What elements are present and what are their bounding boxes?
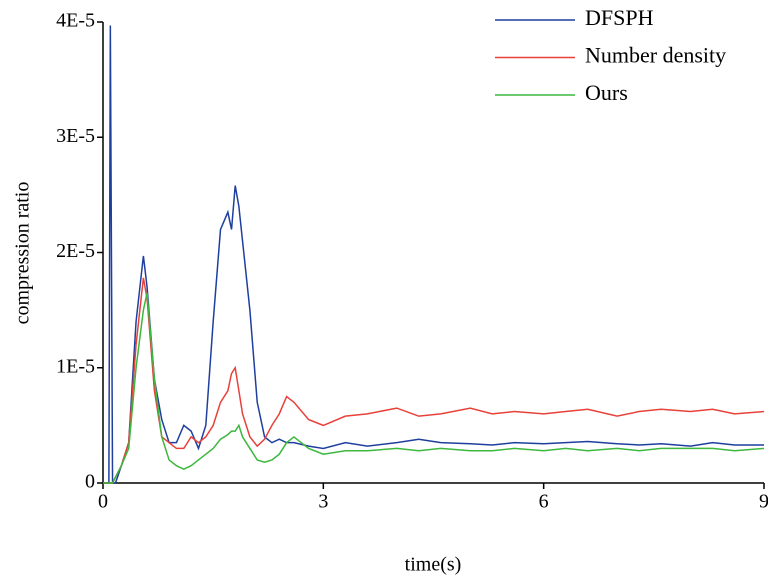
legend-label: DFSPH	[585, 5, 654, 30]
x-tick-label: 6	[539, 491, 549, 513]
y-tick-label: 2E-5	[56, 240, 95, 262]
x-tick-label: 0	[98, 491, 108, 513]
x-axis-title: time(s)	[405, 554, 462, 576]
legend: DFSPH Number density Ours	[495, 5, 726, 105]
y-tick-label: 1E-5	[56, 355, 95, 377]
legend-label: Number density	[585, 43, 726, 68]
y-tick-label: 3E-5	[56, 125, 95, 147]
y-axis-title: compression ratio	[12, 182, 34, 325]
series-line	[103, 25, 764, 484]
series-line	[103, 277, 765, 484]
y-tick-label: 0	[85, 471, 95, 493]
series-line	[103, 292, 765, 484]
x-tick-label: 3	[318, 491, 328, 513]
y-tick-label: 4E-5	[56, 10, 95, 32]
x-tick-label: 9	[759, 491, 768, 513]
legend-label: Ours	[585, 80, 628, 105]
